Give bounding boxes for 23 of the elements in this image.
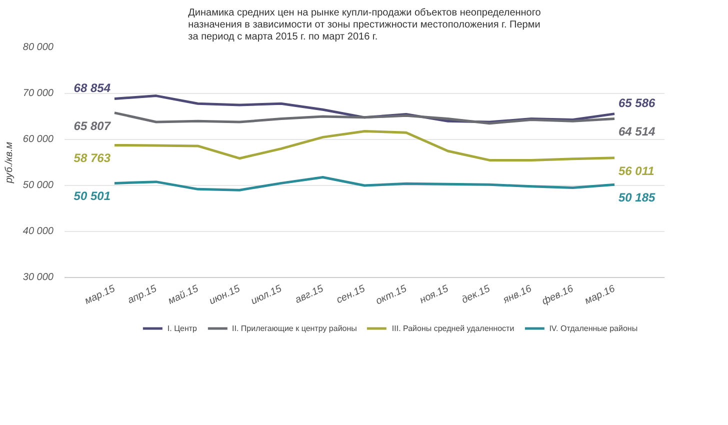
data-label: 50 185 (618, 190, 656, 205)
chart-title: Динамика средних цен на рынке купли-продажи объектов неопределенного назначения в зависимости от зоны престижности местоположения г. Перми за период с марта 2015 г. по март 2016 г. (188, 7, 542, 42)
y-tick-label: 70 000 (22, 88, 54, 99)
legend-label: IV. Отдаленные районы (549, 324, 638, 332)
data-label: 50 501 (74, 189, 111, 204)
line-series (113, 112, 616, 125)
data-label: 56 011 (618, 164, 655, 178)
legend-label: I. Центр (167, 324, 198, 332)
line-series (113, 176, 616, 192)
line-series (113, 130, 616, 162)
data-label: 65 586 (618, 96, 656, 110)
y-tick-label: 30 000 (22, 272, 54, 283)
y-tick-label: 60 000 (22, 134, 54, 145)
data-label: 65 807 (74, 118, 112, 133)
y-tick-label: 50 000 (22, 180, 54, 191)
legend-label: III. Районы средней удаленности (392, 324, 514, 332)
y-tick-label: 40 000 (22, 226, 54, 237)
y-axis-title: руб./кв.м (4, 142, 15, 184)
data-label: 68 854 (74, 80, 111, 95)
data-label: 64 514 (618, 124, 656, 139)
legend-label: II. Прилегающие к центру районы (232, 324, 357, 332)
y-tick-label: 80 000 (22, 42, 54, 53)
data-label: 58 763 (74, 151, 111, 166)
